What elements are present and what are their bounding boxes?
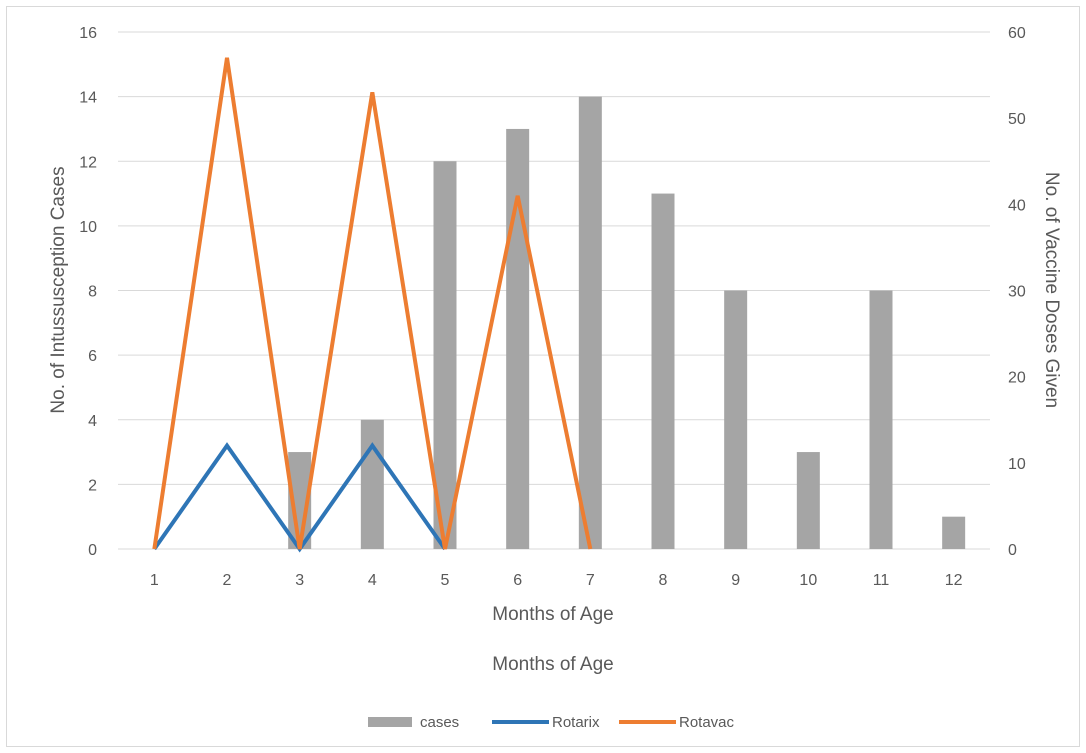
bars-cases (288, 96, 966, 549)
legend-label-Rotavac: Rotavac (679, 714, 735, 731)
bar-cases (796, 452, 820, 549)
bar-cases (433, 161, 457, 549)
chart-frame (6, 6, 1080, 747)
legend: cases Rotarix Rotavac (368, 714, 735, 731)
left-tick-label: 14 (79, 90, 97, 107)
x-tick-label: 6 (513, 572, 522, 589)
lines-layer (152, 57, 593, 553)
x-tick-label: 7 (586, 572, 595, 589)
right-tick-label: 40 (1008, 197, 1026, 214)
right-tick-label: 10 (1008, 456, 1026, 473)
x-tick-label: 12 (945, 572, 963, 589)
x-axis-title-secondary: Months of Age (492, 654, 613, 675)
x-tick-label: 9 (731, 572, 740, 589)
line-Rotavac (152, 57, 593, 550)
bar-cases (506, 128, 530, 549)
left-tick-label: 4 (88, 413, 97, 430)
left-tick-label: 12 (79, 154, 97, 171)
left-tick-label: 8 (88, 284, 97, 301)
left-tick-label: 0 (88, 542, 97, 559)
gridlines (118, 31, 990, 550)
left-axis-ticks: 0 2 4 6 8 10 12 14 16 (79, 25, 97, 559)
legend-label-Rotarix: Rotarix (552, 714, 600, 731)
right-axis-title: No. of Vaccine Doses Given (1041, 172, 1062, 408)
x-tick-label: 8 (659, 572, 668, 589)
right-tick-label: 0 (1008, 542, 1017, 559)
right-tick-label: 20 (1008, 370, 1026, 387)
right-axis-ticks: 0 10 20 30 40 50 60 (1008, 25, 1026, 559)
legend-swatch-cases (368, 717, 412, 727)
x-tick-label: 5 (441, 572, 450, 589)
x-axis-title: Months of Age (492, 604, 613, 625)
right-tick-label: 30 (1008, 284, 1026, 301)
left-tick-label: 2 (88, 477, 97, 494)
bar-cases (724, 290, 748, 549)
x-tick-label: 1 (150, 572, 159, 589)
left-tick-label: 10 (79, 219, 97, 236)
bar-cases (360, 419, 384, 549)
x-tick-label: 3 (295, 572, 304, 589)
bar-cases (651, 193, 675, 549)
bar-cases (578, 96, 602, 549)
x-tick-label: 2 (223, 572, 232, 589)
right-tick-label: 50 (1008, 111, 1026, 128)
left-tick-label: 6 (88, 348, 97, 365)
legend-label-cases: cases (420, 714, 459, 731)
x-tick-label: 10 (799, 572, 817, 589)
bar-cases (869, 290, 893, 549)
x-tick-label: 4 (368, 572, 377, 589)
right-tick-label: 60 (1008, 25, 1026, 42)
x-tick-label: 11 (873, 572, 890, 589)
bar-cases (942, 516, 966, 549)
left-axis-title: No. of Intussusception Cases (48, 166, 69, 413)
left-tick-label: 16 (79, 25, 97, 42)
x-axis-ticks: 1 2 3 4 5 6 7 8 9 10 11 12 (150, 572, 963, 589)
